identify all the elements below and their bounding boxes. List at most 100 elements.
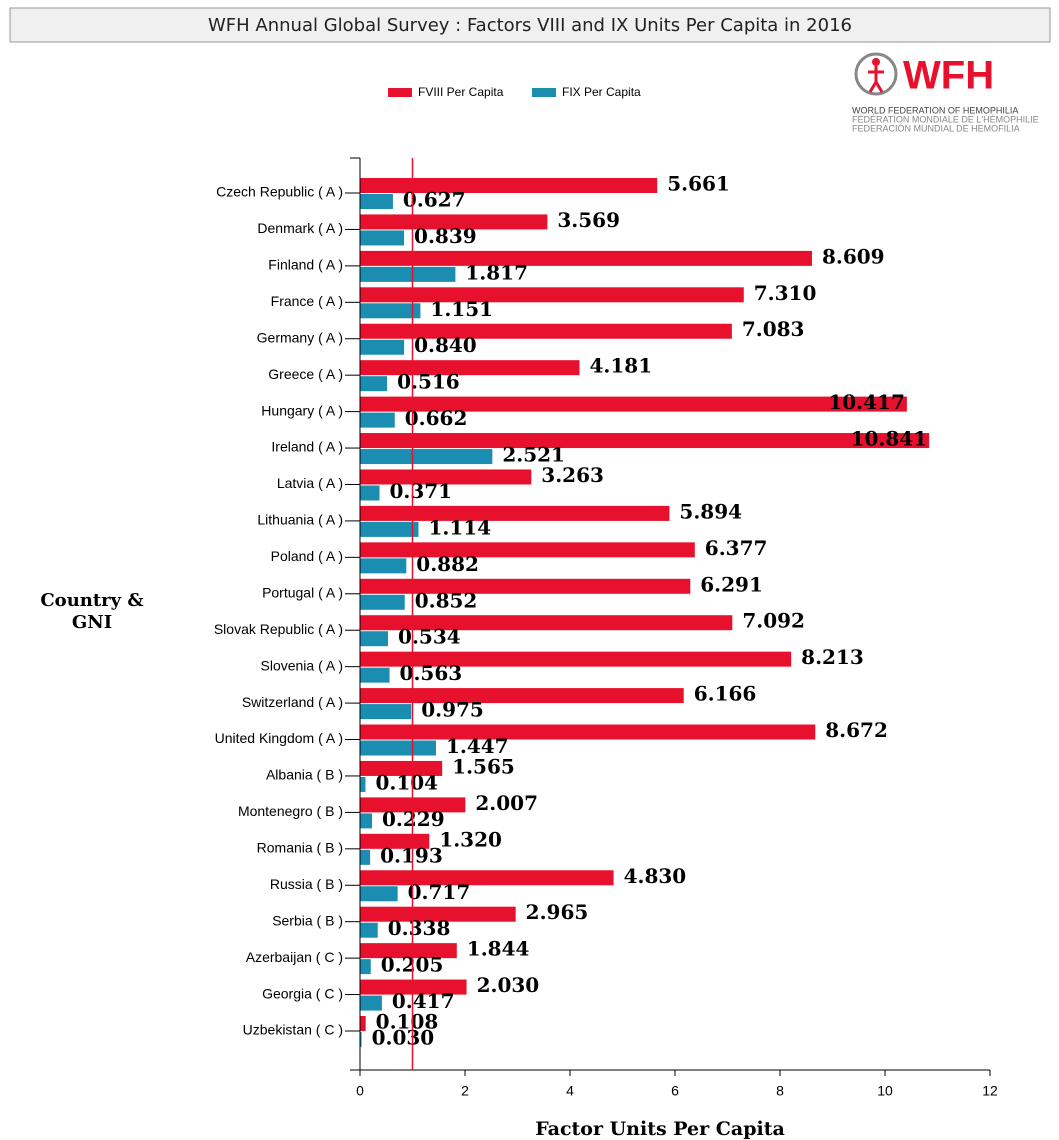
bar bbox=[360, 667, 390, 683]
y-tick-label: Ireland ( A ) bbox=[271, 439, 343, 455]
x-tick-label: 8 bbox=[776, 1083, 784, 1099]
data-label: 1.447 bbox=[446, 734, 509, 758]
bar bbox=[360, 287, 744, 303]
data-label: 2.521 bbox=[502, 443, 565, 467]
bar bbox=[360, 469, 532, 485]
bar bbox=[360, 323, 732, 339]
legend-swatch bbox=[388, 88, 412, 97]
x-axis-label: Factor Units Per Capita bbox=[535, 1118, 785, 1140]
legend-label: FVIII Per Capita bbox=[418, 85, 504, 99]
data-label: 0.852 bbox=[415, 588, 478, 612]
y-axis-label: GNI bbox=[72, 612, 112, 633]
data-label: 0.338 bbox=[388, 916, 451, 940]
bar bbox=[360, 542, 695, 558]
y-tick-label: Slovak Republic ( A ) bbox=[214, 621, 343, 637]
logo-icon bbox=[872, 58, 880, 66]
y-tick-label: Montenegro ( B ) bbox=[238, 803, 343, 819]
x-tick-label: 0 bbox=[356, 1083, 364, 1099]
bar bbox=[360, 558, 407, 574]
legend-swatch bbox=[532, 88, 556, 97]
data-label: 3.569 bbox=[557, 208, 620, 232]
data-label: 5.894 bbox=[679, 499, 742, 523]
data-label: 7.092 bbox=[742, 609, 805, 633]
data-label: 6.291 bbox=[700, 572, 763, 596]
data-label: 0.417 bbox=[392, 989, 455, 1013]
bar bbox=[360, 505, 670, 521]
bar bbox=[360, 651, 792, 667]
bar bbox=[360, 979, 467, 995]
bar bbox=[360, 266, 456, 282]
y-tick-label: Lithuania ( A ) bbox=[257, 512, 343, 528]
data-label: 0.662 bbox=[405, 406, 468, 430]
bar bbox=[360, 214, 548, 230]
y-tick-label: Slovenia ( A ) bbox=[261, 657, 344, 673]
x-tick-label: 12 bbox=[982, 1083, 998, 1099]
y-axis-label: Country & bbox=[40, 590, 143, 611]
logo-line: WORLD FEDERATION OF HEMOPHILIA bbox=[852, 105, 1018, 115]
data-label: 0.717 bbox=[408, 880, 471, 904]
title-box bbox=[9, 7, 1051, 43]
data-label: 5.661 bbox=[667, 172, 730, 196]
bar bbox=[360, 339, 405, 355]
x-tick-label: 4 bbox=[566, 1083, 574, 1099]
data-label: 0.563 bbox=[400, 661, 463, 685]
y-tick-label: Russia ( B ) bbox=[270, 876, 343, 892]
bar bbox=[360, 178, 658, 193]
data-label: 1.565 bbox=[452, 754, 515, 778]
bar bbox=[360, 813, 373, 829]
y-tick-label: Denmark ( A ) bbox=[257, 220, 343, 236]
logo-name: WFH bbox=[903, 54, 994, 98]
bar bbox=[360, 412, 395, 428]
data-label: 0.839 bbox=[414, 224, 477, 248]
data-label: 0.882 bbox=[416, 552, 479, 576]
y-tick-label: Poland ( A ) bbox=[271, 548, 343, 564]
data-label: 6.377 bbox=[705, 536, 768, 560]
bar bbox=[360, 594, 405, 610]
bar bbox=[360, 376, 388, 392]
logo-line: FEDERACIÓN MUNDIAL DE HEMOFILIA bbox=[852, 123, 1020, 133]
bar bbox=[360, 631, 389, 647]
bar bbox=[360, 688, 684, 704]
bar bbox=[360, 521, 419, 537]
data-label: 1.320 bbox=[439, 827, 502, 851]
data-label: 2.007 bbox=[475, 791, 538, 815]
bar bbox=[360, 922, 378, 938]
y-tick-label: Greece ( A ) bbox=[268, 366, 343, 382]
data-label: 1.817 bbox=[465, 260, 528, 284]
data-label: 10.841 bbox=[851, 427, 928, 451]
data-label: 8.672 bbox=[825, 718, 888, 742]
bar bbox=[360, 995, 382, 1011]
data-label: 0.193 bbox=[380, 843, 443, 867]
data-label: 0.229 bbox=[382, 807, 445, 831]
bar bbox=[360, 433, 930, 449]
x-tick-label: 6 bbox=[671, 1083, 679, 1099]
data-label: 0.840 bbox=[414, 333, 477, 357]
legend-label: FIX Per Capita bbox=[562, 85, 641, 99]
y-tick-label: Germany ( A ) bbox=[257, 329, 343, 345]
data-label: 0.534 bbox=[398, 625, 461, 649]
logo: WFH WORLD FEDERATION OF HEMOPHILIA FÉDÉR… bbox=[852, 52, 1039, 133]
logo-icon bbox=[868, 66, 884, 93]
logo-line: FÉDÉRATION MONDIALE DE L'HÉMOPHILIE bbox=[852, 114, 1039, 124]
y-tick-label: United Kingdom ( A ) bbox=[215, 730, 343, 746]
bar bbox=[360, 194, 393, 209]
data-label: 8.213 bbox=[801, 645, 864, 669]
bar bbox=[360, 485, 380, 501]
logo-icon bbox=[854, 52, 898, 96]
data-label: 3.263 bbox=[541, 463, 604, 487]
bar bbox=[360, 776, 366, 792]
data-label: 0.108 bbox=[376, 1010, 439, 1034]
bar bbox=[360, 1032, 362, 1047]
bar bbox=[360, 760, 443, 776]
bar bbox=[360, 740, 436, 756]
bar bbox=[360, 396, 907, 412]
bar bbox=[360, 943, 457, 959]
y-tick-label: Serbia ( B ) bbox=[272, 912, 343, 928]
data-label: 7.310 bbox=[754, 281, 817, 305]
y-tick-label: Albania ( B ) bbox=[266, 767, 343, 783]
y-tick-label: Hungary ( A ) bbox=[261, 402, 343, 418]
data-label: 0.516 bbox=[397, 370, 460, 394]
chart-title: WFH Annual Global Survey : Factors VIII … bbox=[208, 15, 852, 36]
bar bbox=[360, 1016, 366, 1031]
data-label: 1.114 bbox=[428, 515, 491, 539]
